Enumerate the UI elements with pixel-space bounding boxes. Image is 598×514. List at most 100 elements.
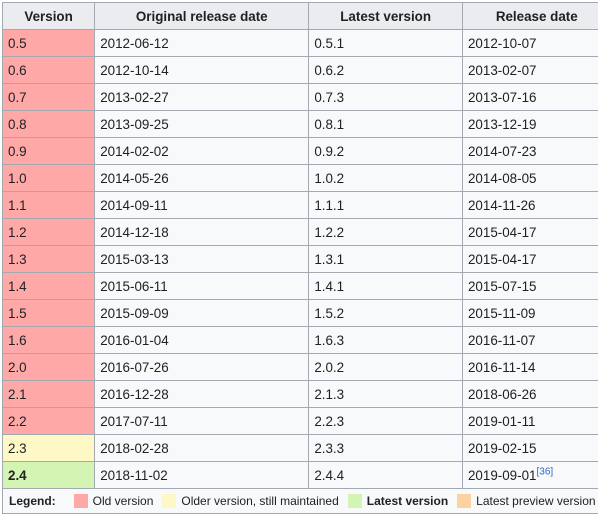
legend-item-latest-version: Latest version (348, 494, 448, 508)
legend-label-older-maintained: Older version, still maintained (181, 494, 338, 508)
reference-link[interactable]: [36] (536, 466, 553, 477)
header-version[interactable]: Version (3, 3, 95, 30)
latest-version-cell: 1.2.2 (309, 219, 463, 246)
release-date-cell: 2013-12-19 (462, 111, 598, 138)
release-date-cell: 2018-06-26 (462, 381, 598, 408)
release-date-text: 2019-01-11 (468, 414, 536, 429)
release-date-text: 2019-02-15 (468, 441, 537, 456)
version-cell: 0.9 (3, 138, 95, 165)
original-release-date-cell: 2015-06-11 (95, 273, 309, 300)
version-cell: 0.7 (3, 84, 95, 111)
legend-item-latest-preview: Latest preview version (457, 494, 595, 508)
original-release-date-cell: 2014-12-18 (95, 219, 309, 246)
release-date-cell: 2015-04-17 (462, 219, 598, 246)
legend-title: Legend: (9, 494, 56, 508)
legend-label-latest-preview: Latest preview version (476, 494, 595, 508)
release-date-text: 2015-07-15 (468, 279, 537, 294)
release-date-text: 2016-11-14 (468, 360, 536, 375)
latest-version-cell: 1.1.1 (309, 192, 463, 219)
version-cell: 1.0 (3, 165, 95, 192)
latest-version-cell: 1.5.2 (309, 300, 463, 327)
release-date-cell: 2013-07-16 (462, 84, 598, 111)
version-cell: 2.2 (3, 408, 95, 435)
latest-version-cell: 2.2.3 (309, 408, 463, 435)
release-date-cell: 2012-10-07 (462, 30, 598, 57)
latest-version-cell: 0.6.2 (309, 57, 463, 84)
release-date-text: 2018-06-26 (468, 387, 537, 402)
latest-version-cell: 0.5.1 (309, 30, 463, 57)
release-date-cell: 2015-11-09 (462, 300, 598, 327)
original-release-date-cell: 2012-06-12 (95, 30, 309, 57)
legend: Legend: Old version Older version, still… (9, 494, 598, 508)
legend-label-latest-version: Latest version (367, 494, 448, 508)
legend-item-old-version: Old version (74, 494, 154, 508)
header-release-date[interactable]: Release date (462, 3, 598, 30)
header-row: Version Original release date Latest ver… (3, 3, 598, 30)
release-date-cell: 2016-11-07 (462, 327, 598, 354)
original-release-date-cell: 2016-07-26 (95, 354, 309, 381)
latest-version-cell: 1.4.1 (309, 273, 463, 300)
original-release-date-cell: 2013-09-25 (95, 111, 309, 138)
header-original-release-date[interactable]: Original release date (95, 3, 309, 30)
latest-version-cell: 0.8.1 (309, 111, 463, 138)
version-cell: 2.0 (3, 354, 95, 381)
latest-version-cell: 2.0.2 (309, 354, 463, 381)
latest-version-cell: 2.1.3 (309, 381, 463, 408)
legend-cell: Legend: Old version Older version, still… (3, 489, 598, 514)
version-cell: 1.5 (3, 300, 95, 327)
latest-preview-swatch-icon (457, 494, 471, 508)
original-release-date-cell: 2014-09-11 (95, 192, 309, 219)
release-date-text: 2016-11-07 (468, 333, 536, 348)
release-date-text: 2015-11-09 (468, 306, 536, 321)
release-date-cell: 2014-11-26 (462, 192, 598, 219)
legend-label-old-version: Old version (93, 494, 154, 508)
legend-row: Legend: Old version Older version, still… (3, 489, 598, 514)
version-cell: 0.5 (3, 30, 95, 57)
older-maintained-swatch-icon (162, 494, 176, 508)
latest-version-cell: 1.6.3 (309, 327, 463, 354)
release-date-cell: 2019-02-15 (462, 435, 598, 462)
latest-version-cell: 2.3.3 (309, 435, 463, 462)
release-date-text: 2019-09-01 (468, 468, 537, 483)
legend-item-older-maintained: Older version, still maintained (162, 494, 338, 508)
original-release-date-cell: 2012-10-14 (95, 57, 309, 84)
release-date-cell: 2019-09-01[36] (462, 462, 598, 489)
version-cell: 1.1 (3, 192, 95, 219)
version-cell: 2.3 (3, 435, 95, 462)
release-date-cell: 2016-11-14 (462, 354, 598, 381)
release-date-text: 2014-08-05 (468, 171, 537, 186)
latest-version-cell: 0.9.2 (309, 138, 463, 165)
original-release-date-cell: 2015-03-13 (95, 246, 309, 273)
version-cell: 2.4 (3, 462, 95, 489)
release-date-text: 2015-04-17 (468, 252, 537, 267)
release-date-cell: 2013-02-07 (462, 57, 598, 84)
original-release-date-cell: 2014-05-26 (95, 165, 309, 192)
release-date-cell: 2014-07-23 (462, 138, 598, 165)
original-release-date-cell: 2015-09-09 (95, 300, 309, 327)
version-cell: 1.2 (3, 219, 95, 246)
release-date-text: 2012-10-07 (468, 36, 537, 51)
old-version-swatch-icon (74, 494, 88, 508)
header-latest-version[interactable]: Latest version (309, 3, 463, 30)
latest-version-swatch-icon (348, 494, 362, 508)
release-date-text: 2013-12-19 (468, 117, 537, 132)
release-date-cell: 2014-08-05 (462, 165, 598, 192)
original-release-date-cell: 2016-12-28 (95, 381, 309, 408)
release-date-text: 2015-04-17 (468, 225, 537, 240)
